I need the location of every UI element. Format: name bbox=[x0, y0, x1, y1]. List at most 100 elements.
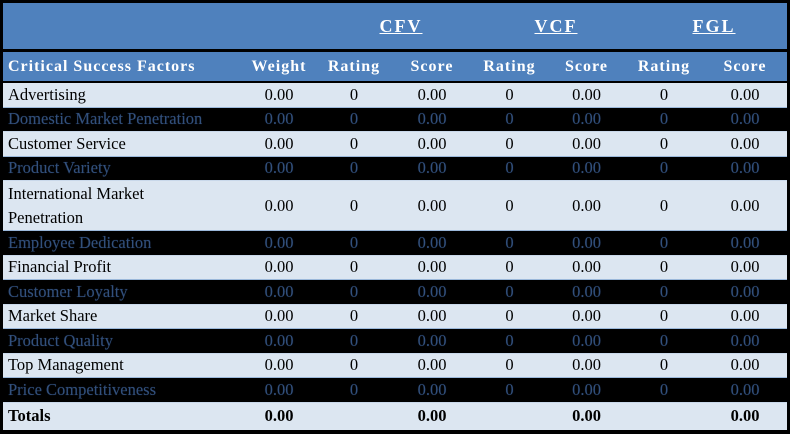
row-label: Domestic Market Penetration bbox=[8, 109, 203, 129]
row-value: 0.00 bbox=[572, 257, 601, 277]
row-value: 0.00 bbox=[730, 195, 760, 215]
totals-label: Totals bbox=[8, 406, 51, 425]
row-label: Customer Service bbox=[8, 133, 126, 153]
row-value: 0 bbox=[505, 84, 514, 104]
row-value: 0.00 bbox=[730, 84, 760, 104]
row-value: 0.00 bbox=[417, 281, 447, 301]
row-value: 0.00 bbox=[264, 306, 294, 326]
table-row: Customer Service 0.00 0 0.00 0 0.00 0 0.00 bbox=[3, 132, 787, 157]
row-value: 0.00 bbox=[572, 133, 601, 153]
table-row: Advertising 0.00 0 0.00 0 0.00 0 0.00 bbox=[3, 83, 787, 108]
table-row: Price Competitiveness 0.00 0 0.00 0 0.00 0 0.00 bbox=[3, 378, 787, 403]
group-header-row: CFV VCF FGL bbox=[3, 3, 787, 49]
row-value: 0 bbox=[659, 133, 669, 153]
row-value: 0 bbox=[349, 306, 359, 326]
row-value: 0.00 bbox=[264, 158, 294, 178]
row-value: 0.00 bbox=[417, 379, 447, 399]
row-label: Advertising bbox=[8, 84, 86, 104]
row-value: 0 bbox=[659, 158, 669, 178]
row-value: 0.00 bbox=[572, 195, 601, 215]
row-value: 0 bbox=[659, 232, 669, 252]
row-value: 0 bbox=[349, 257, 359, 277]
row-value: 0 bbox=[349, 355, 359, 375]
row-value: 0 bbox=[659, 379, 669, 399]
row-value: 0.00 bbox=[572, 232, 601, 252]
column-header-vcf-score: Score bbox=[565, 57, 608, 75]
column-header-fgl-rating: Rating bbox=[637, 57, 691, 75]
row-value: 0 bbox=[349, 133, 359, 153]
row-value: 0.00 bbox=[264, 232, 294, 252]
table-row: Product Quality 0.00 0 0.00 0 0.00 0 0.00 bbox=[3, 329, 787, 354]
row-value: 0.00 bbox=[730, 355, 760, 375]
row-value: 0.00 bbox=[417, 133, 447, 153]
row-value: 0.00 bbox=[264, 133, 294, 153]
row-value: 0.00 bbox=[264, 257, 294, 277]
table-body: Advertising 0.00 0 0.00 0 0.00 0 0.00 Domestic M… bbox=[3, 83, 787, 403]
row-value: 0.00 bbox=[417, 306, 447, 326]
column-header-factors: Critical Success Factors bbox=[8, 57, 196, 75]
row-label: Employee Dedication bbox=[8, 232, 152, 252]
row-value: 0 bbox=[505, 109, 514, 129]
row-label: Price Competitiveness bbox=[8, 379, 157, 399]
row-label: International Market Penetration bbox=[8, 184, 145, 227]
table-row: Financial Profit 0.00 0 0.00 0 0.00 0 0.00 bbox=[3, 255, 787, 280]
row-value: 0.00 bbox=[264, 281, 294, 301]
row-value: 0 bbox=[659, 306, 669, 326]
table-row: Customer Loyalty 0.00 0 0.00 0 0.00 0 0.00 bbox=[3, 280, 787, 305]
row-value: 0 bbox=[349, 84, 359, 104]
row-value: 0 bbox=[349, 195, 359, 215]
row-value: 0.00 bbox=[730, 158, 760, 178]
row-value: 0.00 bbox=[730, 379, 760, 399]
row-value: 0 bbox=[505, 306, 514, 326]
row-value: 0 bbox=[349, 330, 359, 350]
group-header-fgl: FGL bbox=[692, 15, 736, 36]
row-value: 0.00 bbox=[264, 109, 294, 129]
totals-cfv-score: 0.00 bbox=[417, 406, 447, 425]
row-value: 0.00 bbox=[417, 109, 447, 129]
table-row: International Market Penetration 0.00 0 0.0… bbox=[3, 181, 787, 231]
row-value: 0.00 bbox=[572, 158, 601, 178]
row-label: Product Variety bbox=[8, 158, 111, 178]
row-value: 0 bbox=[349, 232, 359, 252]
row-value: 0 bbox=[505, 257, 514, 277]
row-value: 0.00 bbox=[417, 232, 447, 252]
row-value: 0.00 bbox=[730, 330, 760, 350]
row-label: Customer Loyalty bbox=[8, 281, 128, 301]
row-value: 0 bbox=[659, 355, 669, 375]
group-header-vcf: VCF bbox=[534, 15, 578, 36]
row-value: 0 bbox=[659, 281, 669, 301]
row-value: 0 bbox=[349, 281, 359, 301]
row-value: 0 bbox=[505, 281, 514, 301]
row-value: 0.00 bbox=[417, 195, 447, 215]
column-header-weight: Weight bbox=[251, 57, 307, 75]
row-value: 0.00 bbox=[264, 330, 294, 350]
row-value: 0.00 bbox=[730, 257, 760, 277]
row-label: Product Quality bbox=[8, 330, 113, 350]
totals-vcf-score: 0.00 bbox=[572, 406, 601, 425]
row-value: 0 bbox=[505, 330, 514, 350]
row-value: 0 bbox=[505, 379, 514, 399]
row-value: 0.00 bbox=[572, 379, 601, 399]
row-label: Top Management bbox=[8, 355, 124, 375]
row-value: 0 bbox=[505, 195, 514, 215]
row-value: 0 bbox=[659, 195, 669, 215]
row-value: 0.00 bbox=[730, 281, 760, 301]
row-value: 0 bbox=[349, 158, 359, 178]
table-row: Top Management 0.00 0 0.00 0 0.00 0 0.00 bbox=[3, 353, 787, 378]
table-row: Domestic Market Penetration 0.00 0 0.00 0 0.0… bbox=[3, 107, 787, 132]
row-value: 0.00 bbox=[417, 355, 447, 375]
row-value: 0.00 bbox=[264, 379, 294, 399]
row-value: 0 bbox=[505, 232, 514, 252]
table-row: Market Share 0.00 0 0.00 0 0.00 0 0.00 bbox=[3, 304, 787, 329]
column-header-vcf-rating: Rating bbox=[483, 57, 536, 75]
row-value: 0.00 bbox=[264, 195, 294, 215]
row-value: 0.00 bbox=[572, 281, 601, 301]
table-row: Employee Dedication 0.00 0 0.00 0 0.00 0 0.00 bbox=[3, 231, 787, 256]
table-row: Product Variety 0.00 0 0.00 0 0.00 0 0.00 bbox=[3, 156, 787, 181]
row-value: 0 bbox=[505, 133, 514, 153]
row-label: Financial Profit bbox=[8, 257, 112, 277]
row-value: 0.00 bbox=[572, 306, 601, 326]
column-header-row: Critical Success Factors Weight Rating S… bbox=[3, 52, 787, 81]
row-value: 0.00 bbox=[264, 84, 294, 104]
row-value: 0 bbox=[659, 84, 669, 104]
